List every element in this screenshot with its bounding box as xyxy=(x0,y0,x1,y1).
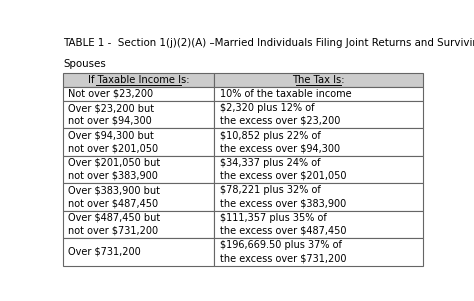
Text: TABLE 1 -  Section 1(j)(2)(A) –Married Individuals Filing Joint Returns and Surv: TABLE 1 - Section 1(j)(2)(A) –Married In… xyxy=(63,39,474,48)
Text: $2,320 plus 12% of
the excess over $23,200: $2,320 plus 12% of the excess over $23,2… xyxy=(219,103,340,126)
Bar xyxy=(214,73,423,87)
Bar xyxy=(63,87,214,101)
Text: $78,221 plus 32% of
the excess over $383,900: $78,221 plus 32% of the excess over $383… xyxy=(219,185,346,208)
Text: Spouses: Spouses xyxy=(63,59,106,69)
Text: 10% of the taxable income: 10% of the taxable income xyxy=(219,89,351,99)
Text: $34,337 plus 24% of
the excess over $201,050: $34,337 plus 24% of the excess over $201… xyxy=(219,158,346,181)
Text: Not over $23,200: Not over $23,200 xyxy=(68,89,154,99)
Text: Over $487,450 but
not over $731,200: Over $487,450 but not over $731,200 xyxy=(68,213,161,236)
Text: The Tax Is:: The Tax Is: xyxy=(292,75,345,85)
Text: $111,357 plus 35% of
the excess over $487,450: $111,357 plus 35% of the excess over $48… xyxy=(219,213,346,236)
Text: $196,669.50 plus 37% of
the excess over $731,200: $196,669.50 plus 37% of the excess over … xyxy=(219,240,346,263)
Text: Over $94,300 but
not over $201,050: Over $94,300 but not over $201,050 xyxy=(68,131,159,153)
Text: Over $383,900 but
not over $487,450: Over $383,900 but not over $487,450 xyxy=(68,185,160,208)
Text: Over $201,050 but
not over $383,900: Over $201,050 but not over $383,900 xyxy=(68,158,161,181)
Bar xyxy=(214,87,423,101)
Text: If Taxable Income Is:: If Taxable Income Is: xyxy=(88,75,189,85)
Bar xyxy=(63,73,214,87)
Text: Over $731,200: Over $731,200 xyxy=(68,247,141,257)
Text: Over $23,200 but
not over $94,300: Over $23,200 but not over $94,300 xyxy=(68,103,155,126)
Text: $10,852 plus 22% of
the excess over $94,300: $10,852 plus 22% of the excess over $94,… xyxy=(219,131,340,153)
